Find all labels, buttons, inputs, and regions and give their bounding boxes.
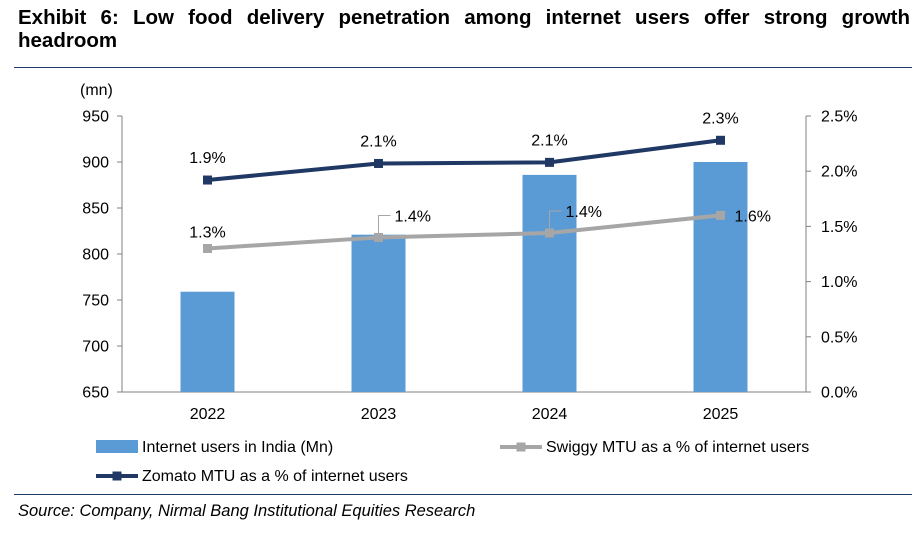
left-tick-label: 750: [82, 293, 109, 310]
zomato-marker: [374, 158, 383, 168]
right-tick-label: 2.0%: [821, 164, 857, 181]
zomato-line: [207, 138, 721, 183]
legend-swatch-internet-users: [96, 440, 138, 453]
source-note: Source: Company, Nirmal Bang Institution…: [18, 502, 476, 520]
left-tick-label: 650: [82, 385, 109, 402]
zomato-data-label: 2.1%: [531, 132, 567, 149]
swiggy-data-label: 1.4%: [566, 204, 602, 221]
zomato-data-label: 1.9%: [189, 150, 225, 167]
x-tick-label: 2025: [703, 406, 739, 423]
zomato-marker: [203, 175, 212, 185]
left-tick-label: 800: [82, 247, 109, 264]
bar-internet-users: [351, 234, 406, 392]
swiggy-leader-line: [549, 210, 562, 234]
right-tick-label: 2.5%: [821, 109, 857, 126]
title-rule: [14, 67, 912, 68]
source-rule: [14, 494, 912, 495]
zomato-marker: [545, 157, 554, 167]
right-tick-label: 1.5%: [821, 219, 857, 236]
left-tick-label: 700: [82, 339, 109, 356]
x-tick-label: 2023: [361, 406, 397, 423]
swiggy-data-label: 1.6%: [735, 208, 771, 225]
right-tick-label: 0.0%: [821, 385, 857, 402]
zomato-marker: [716, 135, 725, 145]
zomato-data-label: 2.3%: [702, 110, 738, 127]
left-tick-label: 950: [82, 109, 109, 126]
legend-label-zomato: Zomato MTU as a % of internet users: [142, 468, 408, 485]
swiggy-data-label: 1.3%: [189, 224, 225, 241]
right-tick-label: 1.0%: [821, 274, 857, 291]
x-tick-label: 2024: [532, 406, 568, 423]
swiggy-data-label: 1.4%: [395, 208, 431, 225]
swiggy-leader-line: [378, 214, 391, 238]
bar-internet-users: [180, 291, 235, 392]
bar-internet-users: [693, 162, 748, 392]
legend-marker-swiggy: [516, 442, 526, 452]
zomato-data-label: 2.1%: [360, 133, 396, 150]
right-tick-label: 0.5%: [821, 329, 857, 346]
legend-label-internet-users: Internet users in India (Mn): [142, 439, 333, 456]
swiggy-marker: [203, 243, 212, 253]
left-axis-unit: (mn): [80, 82, 113, 99]
exhibit-title: Exhibit 6: Low food delivery penetration…: [18, 6, 910, 52]
legend-label-swiggy: Swiggy MTU as a % of internet users: [546, 439, 809, 456]
left-tick-label: 850: [82, 201, 109, 218]
swiggy-line: [207, 213, 721, 251]
legend-marker-zomato: [112, 471, 122, 481]
left-tick-label: 900: [82, 155, 109, 172]
x-tick-label: 2022: [190, 406, 226, 423]
swiggy-marker: [716, 210, 725, 220]
